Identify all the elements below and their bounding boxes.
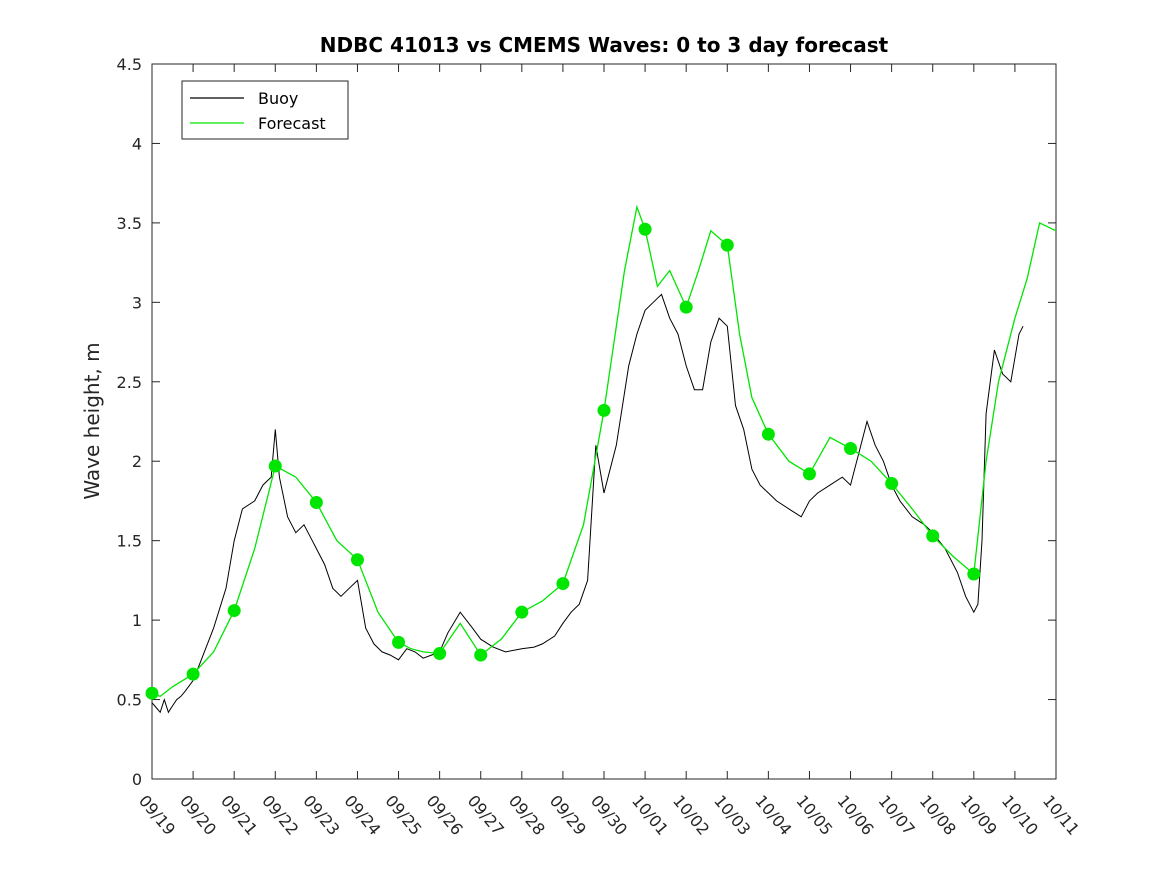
plot-area: 0 0.5 1 1.5 2 2.5 3 3.5 4 4.5 09/1909/2009/2109/22… bbox=[117, 55, 1084, 839]
x-tick-label: 09/29 bbox=[546, 791, 590, 839]
forecast-series-line bbox=[151, 204, 1057, 698]
y-tick-label: 3 bbox=[132, 293, 142, 312]
forecast-marker bbox=[350, 553, 364, 567]
legend-box bbox=[181, 80, 349, 140]
forecast-marker bbox=[885, 476, 899, 490]
y-tick-label: 2 bbox=[132, 452, 142, 471]
x-tick-label: 09/22 bbox=[258, 791, 302, 839]
forecast-marker bbox=[474, 648, 488, 662]
forecast-marker bbox=[967, 567, 981, 581]
x-tick-label: 09/26 bbox=[423, 791, 467, 839]
forecast-marker bbox=[720, 238, 734, 252]
y-tick-label: 4.5 bbox=[117, 55, 142, 74]
forecast-marker bbox=[556, 577, 570, 591]
x-tick-label: 09/24 bbox=[340, 791, 384, 839]
x-tick-label: 09/19 bbox=[135, 791, 179, 839]
x-tick-label: 10/02 bbox=[669, 791, 713, 839]
x-tick-label: 10/09 bbox=[957, 791, 1001, 839]
forecast-marker bbox=[186, 667, 200, 681]
forecast-marker bbox=[761, 427, 775, 441]
y-tick-label: 3.5 bbox=[117, 214, 142, 233]
legend: Buoy Forecast bbox=[181, 80, 349, 140]
y-tick-label: 2.5 bbox=[117, 373, 142, 392]
legend-label: Buoy bbox=[258, 89, 298, 108]
y-tick-label: 1.5 bbox=[117, 532, 142, 551]
forecast-marker bbox=[679, 300, 693, 314]
forecast-marker bbox=[227, 604, 241, 618]
forecast-marker bbox=[309, 496, 323, 510]
x-tick-label: 10/08 bbox=[916, 791, 960, 839]
legend-label: Forecast bbox=[258, 114, 326, 133]
x-tick-label: 09/21 bbox=[217, 791, 261, 839]
forecast-marker bbox=[392, 635, 406, 649]
x-tick-label: 10/03 bbox=[710, 791, 754, 839]
forecast-marker bbox=[433, 646, 447, 660]
x-tick-label: 09/28 bbox=[505, 791, 549, 839]
x-tick-label: 10/10 bbox=[998, 791, 1042, 839]
forecast-marker bbox=[268, 459, 282, 473]
forecast-marker bbox=[802, 467, 816, 481]
forecast-marker bbox=[515, 605, 529, 619]
y-tick-label: 0 bbox=[132, 770, 142, 789]
x-tick-label: 09/23 bbox=[299, 791, 343, 839]
x-tick-label: 10/06 bbox=[833, 791, 877, 839]
x-tick-label: 09/20 bbox=[176, 791, 220, 839]
y-tick-label: 0.5 bbox=[117, 691, 142, 710]
y-tick-label: 1 bbox=[132, 611, 142, 630]
forecast-marker bbox=[145, 686, 159, 700]
y-axis-label: Wave height, m bbox=[80, 342, 104, 499]
x-tick-label: 10/07 bbox=[875, 791, 919, 839]
x-tick-label: 10/11 bbox=[1039, 791, 1083, 839]
forecast-marker bbox=[597, 403, 611, 417]
x-tick-label: 09/30 bbox=[587, 791, 631, 839]
forecast-marker bbox=[844, 442, 858, 456]
x-tick-label: 10/01 bbox=[628, 791, 672, 839]
forecast-marker bbox=[926, 529, 940, 543]
chart-title: NDBC 41013 vs CMEMS Waves: 0 to 3 day fo… bbox=[320, 33, 889, 57]
forecast-marker bbox=[638, 222, 652, 236]
x-tick-label: 09/25 bbox=[381, 791, 425, 839]
x-tick-label: 10/04 bbox=[751, 791, 795, 839]
x-tick-label: 09/27 bbox=[464, 791, 508, 839]
y-tick-label: 4 bbox=[132, 134, 142, 153]
x-tick-label: 10/05 bbox=[792, 791, 836, 839]
axes-box bbox=[151, 63, 1057, 780]
